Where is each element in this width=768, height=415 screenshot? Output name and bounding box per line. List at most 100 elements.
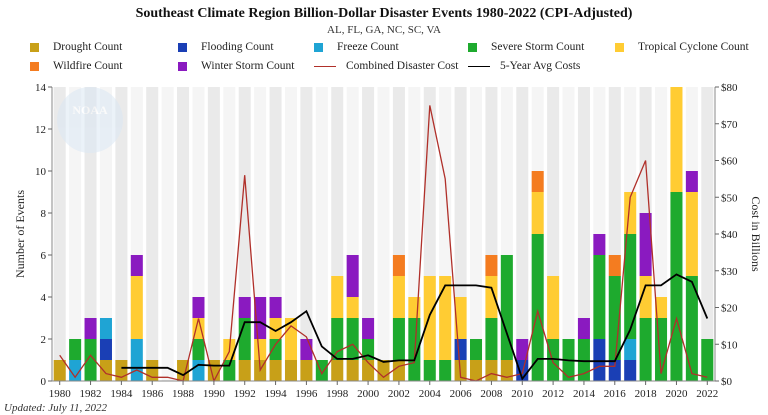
background-band (516, 87, 529, 381)
bar-winter-storm-count (577, 318, 590, 339)
bar-severe-storm-count (547, 339, 560, 381)
y-tick-label: 8 (41, 208, 47, 220)
bar-winter-storm-count (238, 297, 251, 318)
chart-title: Southeast Climate Region Billion-Dollar … (135, 6, 633, 21)
bar-severe-storm-count (392, 318, 405, 360)
bar-tropical-cyclone-count (392, 276, 405, 318)
legend-swatch (468, 65, 490, 67)
legend-label: 5-Year Avg Costs (500, 60, 581, 72)
bar-freeze-count (99, 318, 112, 339)
bar-winter-storm-count (593, 234, 606, 255)
legend-swatch (178, 61, 187, 71)
x-tick-label: 2004 (419, 388, 442, 400)
bar-tropical-cyclone-count (531, 192, 544, 234)
x-tick-label: 2020 (665, 388, 688, 400)
x-tick-label: 1996 (295, 388, 318, 400)
bar-tropical-cyclone-count (130, 276, 143, 339)
background-band (69, 87, 82, 381)
y-tick-label: 14 (35, 82, 47, 94)
y2-tick-label: $70 (721, 119, 738, 131)
background-band (223, 87, 236, 381)
legend-item-winter-storm-count: Winter Storm Count (178, 60, 294, 72)
x-tick-label: 1994 (265, 388, 288, 400)
bar-flooding-count (624, 360, 637, 381)
x-tick-label: 1986 (141, 388, 164, 400)
bar-winter-storm-count (130, 255, 143, 276)
bar-severe-storm-count (685, 276, 698, 381)
y2-tick-label: $50 (721, 192, 738, 204)
bar-freeze-count (130, 339, 143, 381)
bar-wildfire-count (485, 255, 498, 276)
y2-tick-label: $30 (721, 266, 738, 278)
x-tick-label: 2016 (604, 388, 627, 400)
bar-severe-storm-count (84, 339, 97, 381)
legend-label: Freeze Count (337, 41, 399, 53)
bar-drought-count (177, 360, 190, 381)
legend-swatch (178, 42, 187, 52)
y2-tick-label: $10 (721, 339, 738, 351)
legend-swatch (30, 42, 39, 52)
y2-tick-label: $20 (721, 303, 738, 315)
legend-swatch (314, 42, 323, 52)
bar-tropical-cyclone-count (485, 276, 498, 318)
legend-item-freeze-count: Freeze Count (314, 41, 399, 53)
bar-tropical-cyclone-count (254, 339, 267, 360)
bar-winter-storm-count (192, 297, 205, 318)
updated-note: Updated: July 11, 2022 (4, 402, 108, 414)
bar-severe-storm-count (701, 339, 714, 381)
bar-drought-count (300, 360, 313, 381)
legend-item-combined-disaster-cost: Combined Disaster Cost (314, 60, 458, 72)
bar-wildfire-count (608, 255, 621, 276)
background-band (362, 87, 375, 381)
y-tick-label: 2 (41, 334, 47, 346)
x-tick-label: 1988 (172, 388, 195, 400)
bar-tropical-cyclone-count (439, 276, 452, 360)
bar-severe-storm-count (269, 339, 282, 360)
noaa-logo-circle (57, 87, 123, 153)
bar-tropical-cyclone-count (331, 276, 344, 318)
bar-winter-storm-count (346, 255, 359, 297)
legend-item-5-year-avg-costs: 5-Year Avg Costs (468, 60, 580, 72)
bar-severe-storm-count (639, 318, 652, 381)
noaa-logo: NOAA (57, 87, 123, 153)
x-tick-label: 1992 (234, 388, 256, 400)
y-tick-label: 10 (35, 166, 47, 178)
bar-winter-storm-count (300, 339, 313, 360)
background-band (284, 87, 298, 381)
bar-severe-storm-count (408, 318, 421, 381)
bar-drought-count (392, 360, 405, 381)
legend-label: Wildfire Count (53, 60, 123, 72)
line-combined-disaster-cost (59, 105, 708, 383)
bar-drought-count (53, 360, 66, 381)
background-band (115, 87, 128, 381)
x-tick-label: 2008 (480, 388, 503, 400)
y-tick-label: 4 (41, 292, 47, 304)
bar-severe-storm-count (439, 360, 452, 381)
x-tick-label: 1984 (110, 388, 133, 400)
bar-tropical-cyclone-count (269, 318, 282, 339)
x-tick-label: 1982 (80, 388, 102, 400)
background-band (84, 87, 97, 381)
legend-swatch (468, 42, 477, 52)
bar-drought-count (469, 360, 483, 381)
bar-tropical-cyclone-count (685, 192, 698, 276)
bar-severe-storm-count (500, 255, 513, 360)
x-tick-label: 2002 (388, 388, 410, 400)
bar-drought-count (500, 360, 513, 381)
legend-swatch (615, 42, 624, 52)
background-band (53, 87, 66, 381)
background-band (577, 87, 590, 381)
bar-wildfire-count (531, 171, 544, 192)
noaa-logo-text: NOAA (72, 103, 108, 117)
bar-drought-count (485, 360, 498, 381)
x-tick-label: 2014 (573, 388, 596, 400)
background-band (562, 87, 575, 381)
background-band (300, 87, 313, 381)
bar-drought-count (238, 360, 251, 381)
bar-drought-count (284, 360, 298, 381)
background-band (701, 87, 714, 381)
x-tick-label: 1980 (49, 388, 72, 400)
y2-tick-label: $80 (721, 82, 738, 94)
background-band (207, 87, 220, 381)
